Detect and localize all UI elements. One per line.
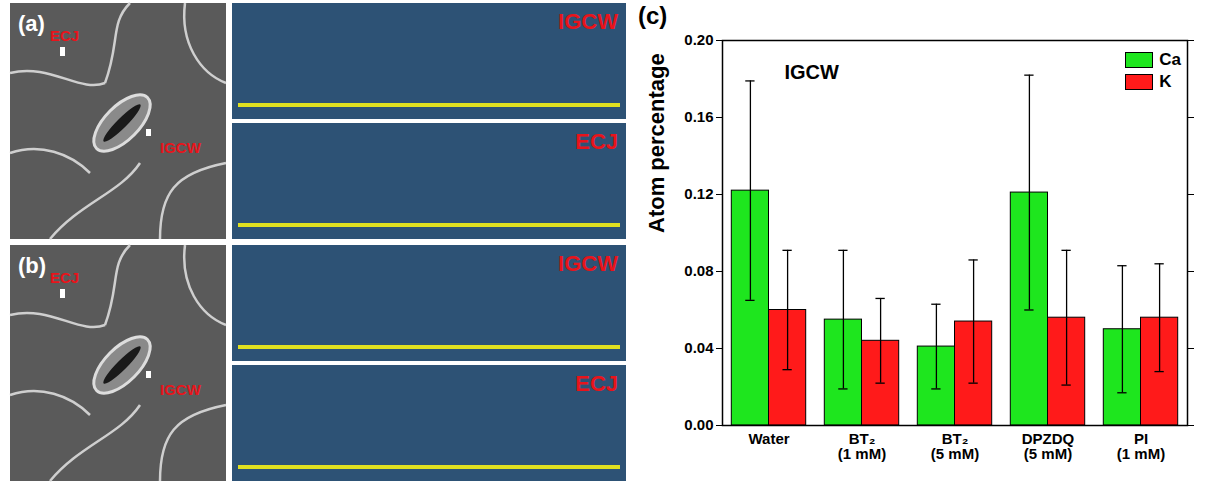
svg-text:0.12: 0.12 <box>684 185 713 202</box>
svg-text:(a): (a) <box>18 11 45 36</box>
html-text:Ca: Ca <box>1159 50 1181 69</box>
svg-text:Water: Water <box>748 430 789 447</box>
svg-text:ECJ: ECJ <box>50 269 79 286</box>
svg-text:0.20: 0.20 <box>684 31 713 48</box>
svg-text:ECJ: ECJ <box>50 27 79 44</box>
svg-text:BT₂(5 mM): BT₂(5 mM) <box>931 430 979 462</box>
svg-text:ECJ: ECJ <box>575 371 618 396</box>
svg-text:ECJ: ECJ <box>575 129 618 154</box>
svg-text:0.04: 0.04 <box>684 339 714 356</box>
svg-text:IGCW: IGCW <box>160 139 202 156</box>
svg-text:(b): (b) <box>18 253 46 278</box>
svg-text:DPZDQ(5 mM): DPZDQ(5 mM) <box>1022 430 1075 462</box>
html-text:(c): (c) <box>638 2 668 29</box>
svg-text:0.16: 0.16 <box>684 108 713 125</box>
svg-text:IGCW: IGCW <box>160 381 202 398</box>
svg-text:BT₂(1 mM): BT₂(1 mM) <box>838 430 886 462</box>
svg-text:Atom percentage: Atom percentage <box>644 53 669 233</box>
html-text:K: K <box>1159 72 1172 91</box>
svg-text:0.00: 0.00 <box>684 416 713 433</box>
svg-text:IGCW: IGCW <box>785 61 840 83</box>
svg-text:0.08: 0.08 <box>684 262 713 279</box>
svg-text:PI(1 mM): PI(1 mM) <box>1117 430 1165 462</box>
svg-text:IGCW: IGCW <box>558 251 618 276</box>
svg-text:IGCW: IGCW <box>558 9 618 34</box>
